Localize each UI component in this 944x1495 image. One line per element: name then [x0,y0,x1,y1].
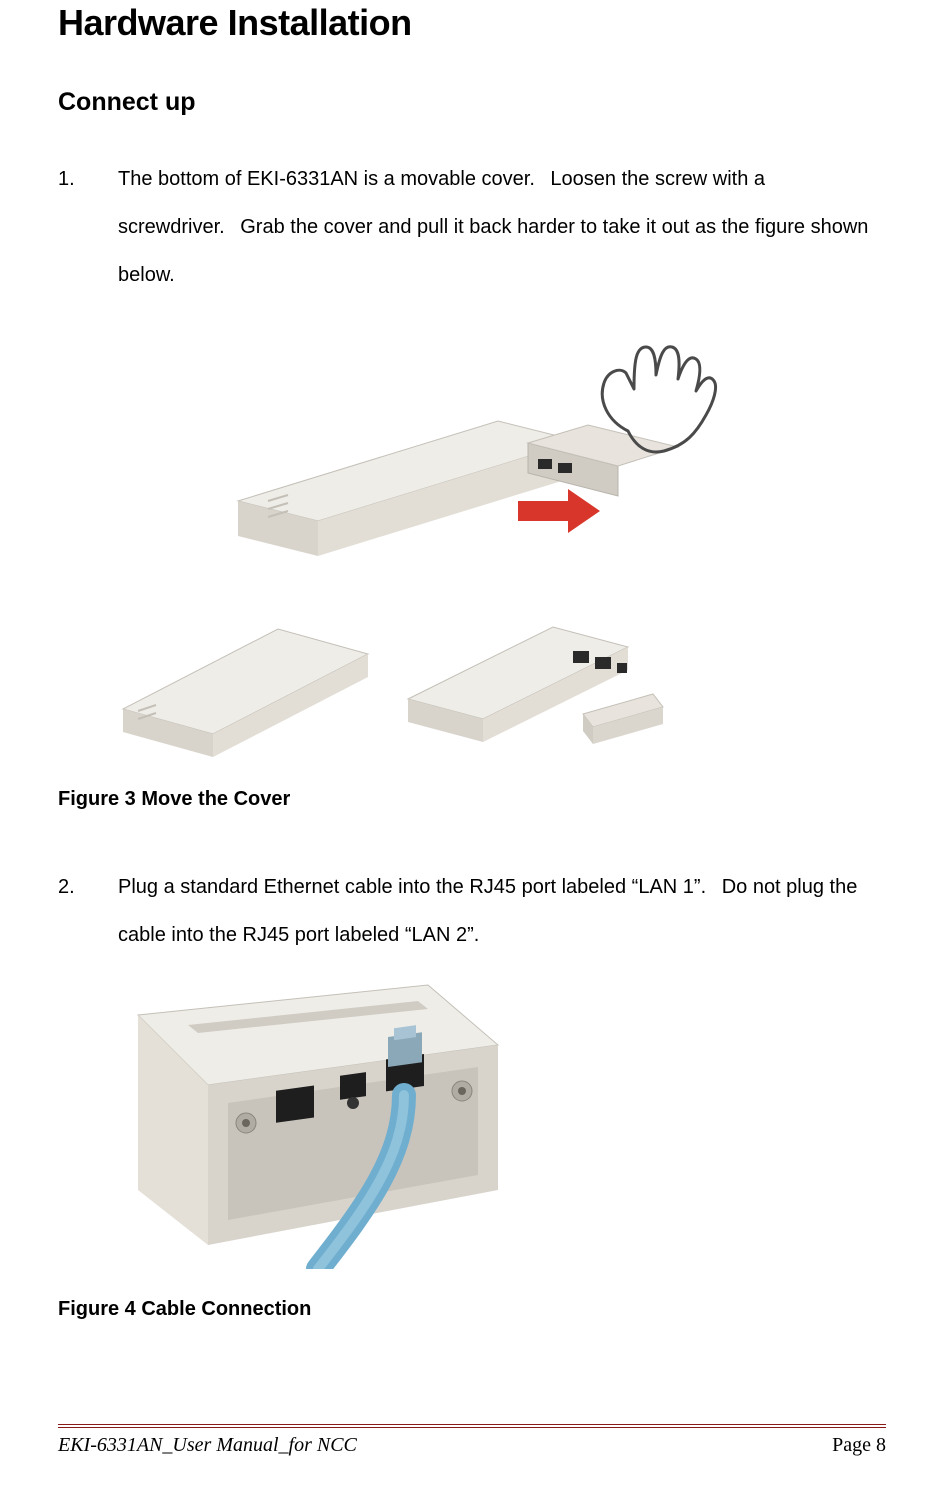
figure-3-caption: Figure 3 Move the Cover [58,788,886,811]
step-1-number: 1. [58,155,118,299]
step-2-number: 2. [58,863,118,959]
step-1: 1. The bottom of EKI-6331AN is a movable… [58,155,886,299]
figure-4-block [118,975,886,1274]
footer-doc-title: EKI-6331AN_User Manual_for NCC [58,1434,357,1457]
footer-page-number: Page 8 [832,1434,886,1457]
step-2-text: Plug a standard Ethernet cable into the … [118,863,886,959]
section-heading-connect-up: Connect up [58,88,886,117]
cable-connection-diagram-icon [118,975,518,1269]
device-cover-diagram-icon [198,311,758,591]
step-1-text: The bottom of EKI-6331AN is a movable co… [118,155,886,299]
device-open-thumbnail-icon [403,599,668,764]
figure-3-main [118,311,838,591]
step-2: 2. Plug a standard Ethernet cable into t… [58,863,886,959]
page-footer: EKI-6331AN_User Manual_for NCC Page 8 [58,1424,886,1457]
figure-3-thumbnails [118,599,886,764]
page-title: Hardware Installation [58,0,886,44]
device-closed-thumbnail-icon [118,599,383,764]
figure-4-caption: Figure 4 Cable Connection [58,1298,886,1321]
